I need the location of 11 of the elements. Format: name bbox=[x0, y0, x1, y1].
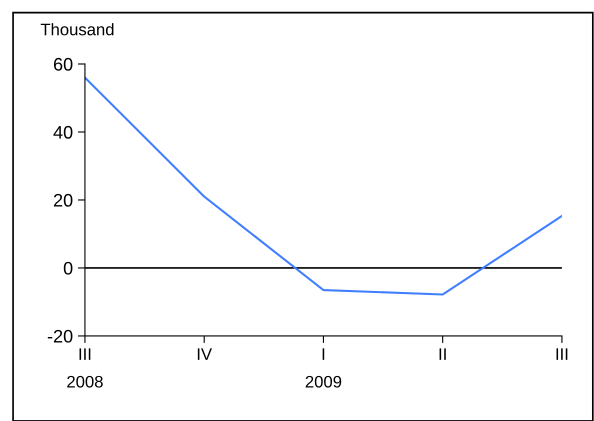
y-tick-label: 60 bbox=[54, 58, 72, 71]
y-tick-label: -20 bbox=[48, 330, 72, 343]
y-tick-label: 20 bbox=[54, 194, 72, 207]
x-tick-label: III 2008 bbox=[67, 348, 103, 388]
x-tick-label: I 2009 bbox=[306, 348, 342, 388]
x-tick-label: III bbox=[556, 348, 568, 360]
x-tick-label: II bbox=[440, 348, 446, 360]
y-tick-label: 40 bbox=[53, 126, 72, 139]
y-tick-label: 0 bbox=[64, 262, 72, 275]
y-axis-title: Thousand bbox=[40, 23, 114, 36]
x-tick-label: IV bbox=[198, 348, 212, 360]
